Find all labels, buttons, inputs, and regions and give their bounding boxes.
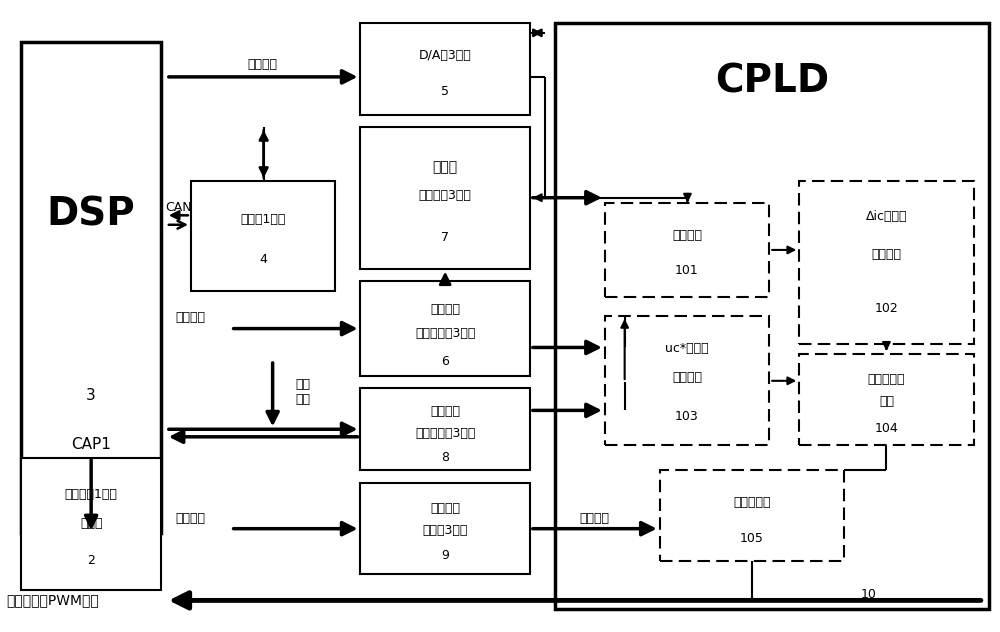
Text: 保护与封锁: 保护与封锁	[733, 495, 771, 509]
Text: DSP: DSP	[47, 195, 136, 233]
Text: 定的逻辑: 定的逻辑	[672, 372, 702, 384]
Text: 6: 6	[441, 355, 449, 368]
Text: 9: 9	[441, 549, 449, 562]
Text: 通信（1路）: 通信（1路）	[240, 213, 286, 226]
Text: 六路开关管PWM信号: 六路开关管PWM信号	[6, 593, 99, 607]
Text: CAP1: CAP1	[71, 437, 111, 453]
Text: 7: 7	[441, 231, 449, 244]
Text: 102: 102	[875, 302, 898, 315]
Text: 103: 103	[675, 410, 699, 423]
FancyBboxPatch shape	[605, 203, 769, 297]
Text: 8: 8	[441, 451, 449, 465]
Text: 10: 10	[861, 588, 877, 600]
Text: 零检测: 零检测	[80, 517, 102, 530]
Text: 105: 105	[740, 532, 764, 545]
Text: 定的逻辑: 定的逻辑	[871, 248, 901, 261]
Text: 补偿电流: 补偿电流	[176, 512, 206, 525]
FancyBboxPatch shape	[360, 23, 530, 114]
FancyBboxPatch shape	[605, 316, 769, 445]
Text: 调理比较: 调理比较	[430, 502, 460, 515]
FancyBboxPatch shape	[799, 354, 974, 445]
Text: 2: 2	[87, 554, 95, 567]
Text: 调理电路（3路）: 调理电路（3路）	[415, 327, 475, 340]
Text: Δiᴄ区域判: Δiᴄ区域判	[866, 210, 907, 223]
FancyBboxPatch shape	[360, 483, 530, 574]
Text: 104: 104	[875, 422, 898, 435]
Text: 系统
电压: 系统 电压	[296, 377, 311, 406]
FancyBboxPatch shape	[799, 181, 974, 344]
Text: 空间矢量选: 空间矢量选	[868, 373, 905, 386]
Text: D/A（3路）: D/A（3路）	[419, 49, 472, 62]
Text: 3: 3	[86, 388, 96, 403]
FancyBboxPatch shape	[660, 470, 844, 561]
Text: CPLD: CPLD	[715, 63, 829, 101]
Text: 矢量电压: 矢量电压	[430, 404, 460, 418]
Text: 踪电路（3路）: 踪电路（3路）	[419, 189, 472, 202]
FancyBboxPatch shape	[360, 281, 530, 376]
Text: uᴄ*区域判: uᴄ*区域判	[665, 342, 709, 355]
Text: 电流跟: 电流跟	[433, 160, 458, 174]
FancyBboxPatch shape	[360, 127, 530, 269]
Text: 4: 4	[259, 253, 267, 267]
Text: 电压过（1路）: 电压过（1路）	[65, 488, 118, 501]
FancyBboxPatch shape	[555, 23, 989, 609]
FancyBboxPatch shape	[21, 458, 161, 590]
Text: 择器: 择器	[879, 395, 894, 408]
Text: 补偿电流: 补偿电流	[176, 311, 206, 324]
FancyBboxPatch shape	[360, 388, 530, 470]
FancyBboxPatch shape	[21, 42, 161, 533]
Text: 调理电路（3路）: 调理电路（3路）	[415, 427, 475, 440]
Text: 101: 101	[675, 264, 699, 277]
Text: 过流信号: 过流信号	[580, 512, 610, 525]
Text: CAN: CAN	[166, 201, 192, 214]
Text: 补偿电流: 补偿电流	[430, 303, 460, 316]
Text: 5: 5	[441, 85, 449, 99]
Text: 滞环延时: 滞环延时	[672, 229, 702, 242]
FancyBboxPatch shape	[191, 181, 335, 291]
Text: 指令电流: 指令电流	[248, 58, 278, 71]
Text: 电路（3路）: 电路（3路）	[422, 524, 468, 537]
